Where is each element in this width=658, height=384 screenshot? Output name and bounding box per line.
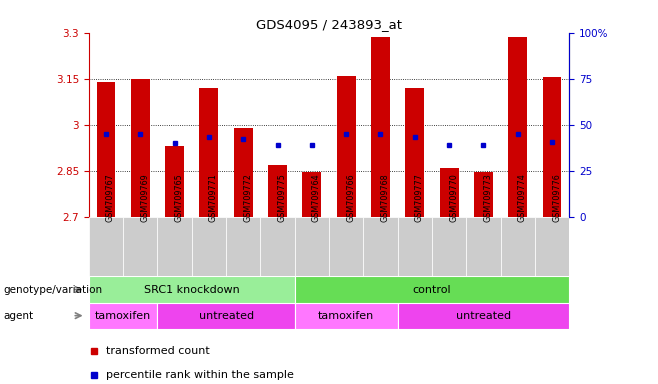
Text: genotype/variation: genotype/variation bbox=[3, 285, 103, 295]
Bar bbox=[97, 82, 115, 217]
Bar bbox=[329, 217, 363, 276]
Bar bbox=[303, 172, 321, 217]
Bar bbox=[432, 217, 467, 276]
Text: GSM709777: GSM709777 bbox=[415, 173, 424, 222]
Bar bbox=[226, 217, 261, 276]
Text: GSM709770: GSM709770 bbox=[449, 173, 458, 222]
Text: tamoxifen: tamoxifen bbox=[95, 311, 151, 321]
Bar bbox=[337, 76, 355, 217]
Bar bbox=[405, 88, 424, 217]
Bar bbox=[295, 217, 329, 276]
Text: GSM709765: GSM709765 bbox=[174, 173, 184, 222]
Text: GSM709767: GSM709767 bbox=[106, 173, 115, 222]
Bar bbox=[467, 217, 501, 276]
Text: GSM709764: GSM709764 bbox=[312, 173, 321, 222]
Bar bbox=[363, 217, 397, 276]
Bar bbox=[535, 217, 569, 276]
Bar bbox=[440, 168, 459, 217]
Bar bbox=[501, 217, 535, 276]
Text: GSM709774: GSM709774 bbox=[518, 173, 526, 222]
Bar bbox=[165, 146, 184, 217]
Text: untreated: untreated bbox=[456, 311, 511, 321]
Bar bbox=[89, 303, 157, 329]
Text: agent: agent bbox=[3, 311, 34, 321]
Text: GSM709776: GSM709776 bbox=[552, 173, 561, 222]
Bar bbox=[261, 217, 295, 276]
Bar bbox=[123, 217, 157, 276]
Text: transformed count: transformed count bbox=[106, 346, 209, 356]
Text: GSM709772: GSM709772 bbox=[243, 173, 252, 222]
Text: GSM709773: GSM709773 bbox=[484, 173, 492, 222]
Bar bbox=[397, 303, 569, 329]
Title: GDS4095 / 243893_at: GDS4095 / 243893_at bbox=[256, 18, 402, 31]
Text: GSM709769: GSM709769 bbox=[140, 173, 149, 222]
Bar bbox=[157, 217, 191, 276]
Bar bbox=[157, 303, 295, 329]
Bar bbox=[199, 88, 218, 217]
Text: GSM709766: GSM709766 bbox=[346, 173, 355, 222]
Bar bbox=[131, 79, 150, 217]
Bar bbox=[89, 217, 123, 276]
Text: percentile rank within the sample: percentile rank within the sample bbox=[106, 370, 293, 380]
Text: SRC1 knockdown: SRC1 knockdown bbox=[144, 285, 240, 295]
Text: GSM709771: GSM709771 bbox=[209, 173, 218, 222]
Bar bbox=[371, 37, 390, 217]
Bar bbox=[508, 37, 527, 217]
Text: GSM709768: GSM709768 bbox=[380, 173, 390, 222]
Text: tamoxifen: tamoxifen bbox=[318, 311, 374, 321]
Text: untreated: untreated bbox=[199, 311, 253, 321]
Bar bbox=[268, 165, 287, 217]
Bar bbox=[474, 172, 493, 217]
Bar bbox=[543, 77, 561, 217]
Bar bbox=[89, 276, 295, 303]
Bar bbox=[295, 303, 397, 329]
Text: control: control bbox=[413, 285, 451, 295]
Bar bbox=[295, 276, 569, 303]
Bar bbox=[191, 217, 226, 276]
Bar bbox=[234, 128, 253, 217]
Bar bbox=[397, 217, 432, 276]
Text: GSM709775: GSM709775 bbox=[278, 173, 286, 222]
